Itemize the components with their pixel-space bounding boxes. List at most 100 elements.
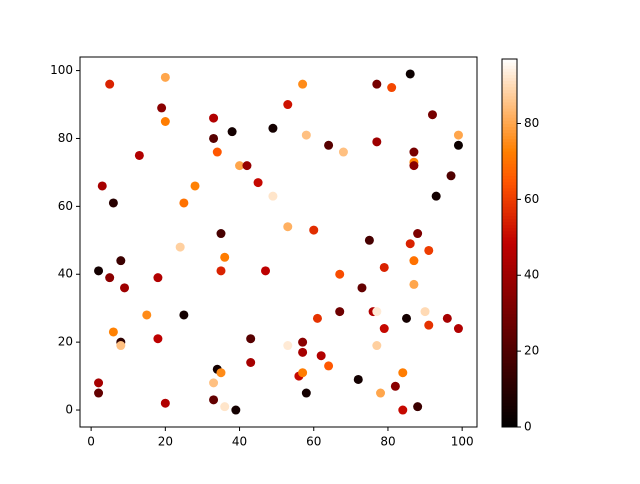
colorbar-segment (502, 129, 517, 134)
point (357, 283, 367, 293)
colorbar-segment (502, 77, 517, 81)
colorbar-segment (502, 374, 517, 379)
colorbar-segment (502, 138, 517, 143)
x-tick-label: 0 (87, 435, 95, 449)
point (283, 222, 293, 232)
colorbar-segment (502, 402, 517, 407)
point (283, 100, 293, 110)
colorbar-segment (502, 172, 517, 177)
colorbar-segment (502, 399, 517, 403)
colorbar-segment (502, 169, 517, 173)
colorbar-segment (502, 301, 517, 305)
colorbar-segment (502, 252, 517, 256)
point (216, 266, 226, 276)
point (94, 388, 104, 398)
x-tick-label: 80 (380, 435, 395, 449)
colorbar-segment (502, 310, 517, 315)
colorbar-segment (502, 359, 517, 364)
colorbar-segment (502, 362, 517, 367)
point (427, 110, 437, 120)
colorbar-segment (502, 335, 517, 339)
colorbar-segment (502, 328, 517, 333)
colorbar-segment (502, 175, 517, 180)
colorbar-segment (502, 154, 517, 158)
colorbar-segment (502, 387, 517, 391)
colorbar-segment (502, 408, 517, 413)
point (231, 405, 241, 415)
point (402, 313, 412, 323)
colorbar-segment (502, 163, 517, 167)
point (453, 324, 463, 334)
colorbar-segment (502, 344, 517, 348)
colorbar-segment (502, 203, 517, 207)
point (253, 178, 263, 188)
colorbar-segment (502, 209, 517, 213)
point (153, 334, 163, 344)
colorbar-segment (502, 218, 517, 223)
colorbar-segment (502, 236, 517, 241)
colorbar-segment (502, 126, 517, 131)
colorbar-segment (502, 353, 517, 357)
colorbar-tick-label: 0 (524, 420, 532, 434)
colorbar-segment (502, 95, 517, 100)
point (175, 242, 185, 252)
colorbar-segment (502, 282, 517, 287)
point (301, 130, 311, 140)
point (409, 256, 419, 266)
point (283, 341, 293, 351)
point (298, 337, 308, 347)
point (190, 181, 200, 191)
colorbar-segment (502, 393, 517, 397)
colorbar-segment (502, 273, 517, 278)
colorbar-segment (502, 230, 517, 235)
colorbar-segment (502, 83, 517, 88)
colorbar-segment (502, 135, 517, 140)
colorbar-segment (502, 365, 517, 370)
colorbar-tick-label: 80 (524, 116, 539, 130)
point (442, 313, 452, 323)
colorbar-segment (502, 68, 517, 72)
point (157, 103, 167, 113)
point (338, 147, 348, 157)
colorbar-segment (502, 270, 517, 275)
colorbar-segment (502, 246, 517, 250)
colorbar-segment (502, 338, 517, 342)
point (335, 307, 345, 317)
colorbar-segment (502, 255, 517, 259)
point (372, 307, 382, 317)
colorbar-segment (502, 123, 517, 127)
point (212, 147, 222, 157)
colorbar-segment (502, 212, 517, 216)
colorbar-segment (502, 178, 517, 183)
point (246, 358, 256, 368)
point (424, 245, 434, 255)
point (94, 378, 104, 388)
colorbar-segment (502, 258, 517, 262)
colorbar-segment (502, 101, 517, 106)
colorbar-segment (502, 347, 517, 351)
colorbar-segment (502, 160, 517, 164)
colorbar-segment (502, 264, 517, 269)
colorbar-segment (502, 304, 517, 308)
point (105, 273, 115, 283)
point (324, 140, 334, 150)
colorbar-segment (502, 295, 517, 299)
point (387, 83, 397, 93)
colorbar-segment (502, 105, 517, 109)
colorbar-segment (502, 187, 517, 192)
colorbar-tick-label: 40 (524, 268, 539, 282)
point (453, 140, 463, 150)
colorbar-segment (502, 98, 517, 103)
colorbar-segment (502, 319, 517, 324)
point (390, 381, 400, 391)
y-tick-label: 80 (58, 131, 73, 145)
point (209, 133, 219, 143)
point (372, 341, 382, 351)
point (216, 229, 226, 239)
point (227, 127, 237, 137)
colorbar-segment (502, 420, 517, 425)
point (116, 256, 126, 266)
colorbar-segment (502, 206, 517, 210)
point (242, 161, 252, 171)
colorbar-segment (502, 423, 517, 428)
